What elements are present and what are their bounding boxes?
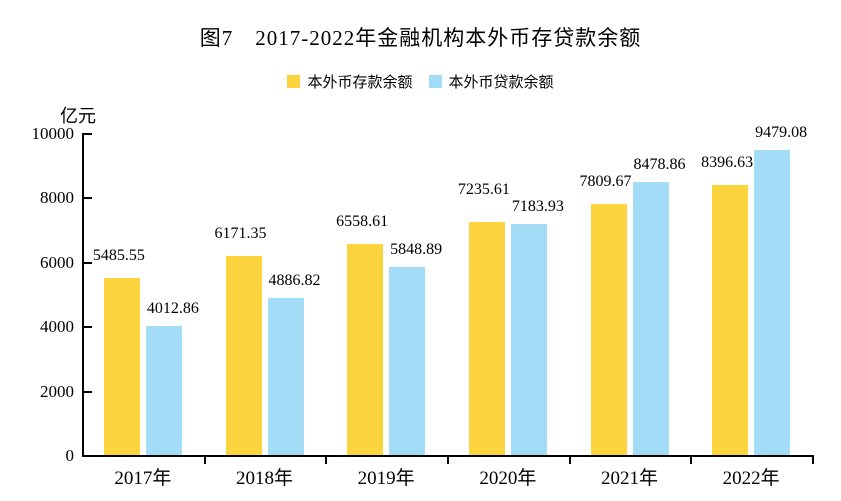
y-axis-line (82, 133, 84, 455)
y-axis-unit-label: 亿元 (60, 106, 96, 126)
value-label: 7809.67 (579, 172, 632, 190)
chart-title: 图7 2017-2022年金融机构本外币存贷款余额 (199, 26, 642, 50)
x-axis-category-label: 2020年 (479, 468, 537, 489)
y-axis-tick (84, 390, 92, 393)
x-axis-tick (690, 457, 693, 464)
y-axis-tick-label: 8000 (40, 188, 74, 208)
y-axis-tick (84, 197, 92, 200)
legend-swatch-deposits (287, 75, 301, 88)
y-axis-tick-label: 6000 (40, 252, 74, 272)
value-label: 7183.93 (511, 197, 564, 215)
legend-label-loans: 本外币贷款余额 (448, 75, 554, 91)
x-axis-category-label: 2019年 (357, 468, 415, 489)
y-axis-tick (84, 326, 92, 329)
bar-loans (389, 266, 426, 455)
value-label: 5485.55 (92, 247, 145, 265)
y-axis-tick (84, 261, 92, 264)
x-axis-category-label: 2018年 (235, 468, 293, 489)
x-axis-category-label: 2021年 (600, 468, 658, 489)
bar-deposits (103, 278, 140, 455)
y-axis-tick-label: 10000 (31, 124, 75, 143)
x-axis-tick (203, 457, 206, 464)
bar-loans (510, 223, 547, 455)
y-axis-tick-label: 2000 (40, 381, 74, 401)
bar-deposits (347, 243, 384, 455)
bar-deposits (712, 184, 749, 455)
x-axis-tick (568, 457, 571, 464)
value-label: 8478.86 (633, 155, 686, 173)
legend: 本外币存款余额 本外币贷款余额 (0, 71, 841, 92)
x-axis-category-label: 2017年 (114, 468, 172, 489)
value-label: 5848.89 (390, 240, 443, 258)
value-label: 6558.61 (336, 212, 389, 230)
x-axis-tick (812, 457, 814, 464)
legend-item-loans: 本外币贷款余额 (428, 71, 554, 92)
value-label: 9479.08 (755, 123, 808, 141)
value-label: 6171.35 (214, 225, 267, 243)
legend-swatch-loans (428, 75, 442, 88)
x-axis-tick (447, 457, 449, 464)
bar-loans (754, 149, 791, 455)
value-label: 8396.63 (701, 153, 754, 171)
value-label: 4012.86 (146, 299, 199, 317)
bar-deposits (225, 256, 262, 455)
bar-deposits (468, 222, 505, 455)
x-axis-line (82, 455, 814, 457)
bar-loans (267, 297, 304, 455)
x-axis-tick (325, 457, 328, 464)
bar-loans (632, 181, 669, 455)
value-label: 7235.61 (457, 180, 510, 198)
bar-loans (145, 325, 182, 455)
y-axis-tick-label: 0 (65, 446, 75, 465)
x-axis-category-label: 2022年 (722, 468, 780, 489)
y-axis-tick (84, 133, 92, 135)
y-axis-tick-label: 4000 (40, 317, 74, 337)
legend-item-deposits: 本外币存款余额 (287, 71, 413, 92)
bar-deposits (590, 203, 627, 455)
legend-label-deposits: 本外币存款余额 (307, 75, 413, 91)
value-label: 4886.82 (268, 271, 321, 289)
